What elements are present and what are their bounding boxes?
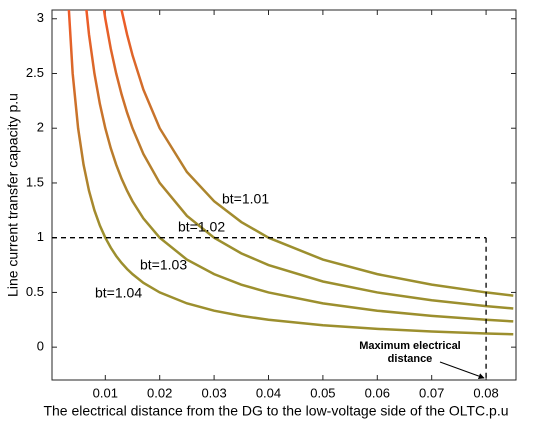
- annotation: Maximum electrical: [359, 340, 461, 352]
- y-tick-label: 2.5: [26, 65, 44, 80]
- x-tick-label: 0.04: [256, 385, 281, 400]
- y-axis-label: Line current transfer capacity p.u: [5, 93, 21, 297]
- annotation: distance: [388, 353, 433, 365]
- y-tick-label: 1: [37, 229, 44, 244]
- series-label: bt=1.04: [95, 285, 142, 301]
- x-tick-label: 0.01: [93, 385, 118, 400]
- x-axis-label: The electrical distance from the DG to t…: [43, 403, 508, 419]
- plot-area: [51, 9, 517, 381]
- x-tick-label: 0.05: [310, 385, 335, 400]
- x-tick-label: 0.07: [419, 385, 444, 400]
- annotation-arrow: [439, 361, 485, 379]
- x-tick-label: 0.08: [473, 385, 498, 400]
- curve: [102, 10, 514, 310]
- series-label: bt=1.03: [140, 257, 187, 273]
- y-tick-label: 3: [37, 10, 44, 25]
- curve: [120, 10, 514, 297]
- series-label: bt=1.01: [222, 191, 269, 207]
- plot-clip: [67, 10, 514, 336]
- series-label: bt=1.02: [178, 219, 225, 235]
- y-tick-label: 2: [37, 120, 44, 135]
- x-tick-label: 0.06: [365, 385, 390, 400]
- y-tick-label: 1.5: [26, 174, 44, 189]
- x-tick-label: 0.03: [201, 385, 226, 400]
- y-tick-label: 0: [37, 339, 44, 354]
- curve: [67, 10, 514, 336]
- curve: [85, 10, 514, 323]
- y-tick-label: 0.5: [26, 284, 44, 299]
- x-tick-label: 0.02: [147, 385, 172, 400]
